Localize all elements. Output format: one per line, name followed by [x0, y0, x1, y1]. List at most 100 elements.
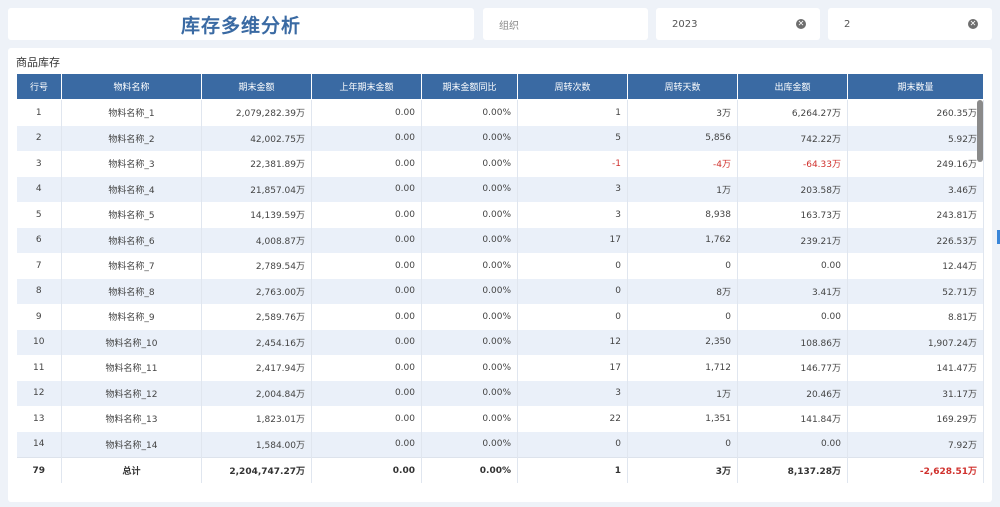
cell-outbound-amount: 0.00 — [737, 304, 848, 330]
cell-yoy-rate: 0.00% — [421, 355, 518, 381]
table-row[interactable]: 9 物料名称_9 2,589.76万 0.00 0.00% 0 0 0.00 8.81万 — [16, 304, 984, 330]
cell-outbound-amount: 3.41万 — [737, 278, 848, 304]
cell-prior-ending-amount: 0.00 — [311, 355, 422, 381]
cell-material-name: 物料名称_4 — [61, 176, 202, 202]
edge-indicator — [997, 230, 1000, 244]
cell-outbound-amount: 6,264.27万 — [737, 99, 848, 126]
cell-ending-quantity: 260.35万 — [847, 99, 984, 126]
cell-ending-quantity: 31.17万 — [847, 380, 984, 406]
cell-yoy-rate: 0.00% — [421, 406, 518, 432]
cell-ending-quantity: 249.16万 — [847, 151, 984, 177]
cell-yoy-rate: 0.00% — [421, 202, 518, 228]
cell-turnover-days: 2,350 — [627, 329, 738, 355]
cell-material-name: 物料名称_2 — [61, 125, 202, 151]
total-turnover-count: 1 — [517, 457, 628, 483]
cell-ending-quantity: 5.92万 — [847, 125, 984, 151]
cell-material-name: 物料名称_14 — [61, 431, 202, 458]
cell-material-name: 物料名称_11 — [61, 355, 202, 381]
cell-turnover-days: 0 — [627, 431, 738, 458]
table-row[interactable]: 14 物料名称_14 1,584.00万 0.00 0.00% 0 0 0.00 7.92万 — [16, 431, 984, 458]
table-row[interactable]: 5 物料名称_5 14,139.59万 0.00 0.00% 3 8,938 163.73万 2… — [16, 202, 984, 228]
table-scrollbar[interactable] — [977, 100, 983, 162]
cell-prior-ending-amount: 0.00 — [311, 304, 422, 330]
cell-ending-amount: 1,584.00万 — [201, 431, 312, 458]
cell-ending-amount: 14,139.59万 — [201, 202, 312, 228]
cell-turnover-days: 1,351 — [627, 406, 738, 432]
cell-ending-quantity: 12.44万 — [847, 253, 984, 279]
cell-ending-quantity: 243.81万 — [847, 202, 984, 228]
cell-turnover-count: 3 — [517, 176, 628, 202]
cell-turnover-count: 5 — [517, 125, 628, 151]
table-row[interactable]: 11 物料名称_11 2,417.94万 0.00 0.00% 17 1,712 146.77… — [16, 355, 984, 381]
cell-prior-ending-amount: 0.00 — [311, 125, 422, 151]
cell-prior-ending-amount: 0.00 — [311, 406, 422, 432]
cell-ending-amount: 21,857.04万 — [201, 176, 312, 202]
cell-outbound-amount: 141.84万 — [737, 406, 848, 432]
cell-turnover-count: 17 — [517, 355, 628, 381]
column-header-ending-quantity[interactable]: 期末数量 — [847, 73, 984, 100]
table-row[interactable]: 8 物料名称_8 2,763.00万 0.00 0.00% 0 8万 3.41万 52.71万 — [16, 278, 984, 304]
org-select[interactable]: 组织 — [483, 8, 648, 40]
cell-ending-amount: 1,823.01万 — [201, 406, 312, 432]
cell-ending-quantity: 1,907.24万 — [847, 329, 984, 355]
column-header-material-name[interactable]: 物料名称 — [61, 73, 202, 100]
cell-ending-amount: 2,789.54万 — [201, 253, 312, 279]
cell-yoy-rate: 0.00% — [421, 278, 518, 304]
cell-ending-quantity: 169.29万 — [847, 406, 984, 432]
month-value: 2 — [844, 18, 851, 30]
table-row[interactable]: 1 物料名称_1 2,079,282.39万 0.00 0.00% 1 3万 6,264.27… — [16, 99, 984, 126]
year-value: 2023 — [672, 18, 698, 30]
cell-material-name: 物料名称_5 — [61, 202, 202, 228]
cell-material-name: 物料名称_13 — [61, 406, 202, 432]
year-select[interactable]: 2023 ✕ — [656, 8, 820, 40]
cell-turnover-days: 1万 — [627, 380, 738, 406]
column-header-ending-amount[interactable]: 期末金额 — [201, 73, 312, 100]
table-row[interactable]: 7 物料名称_7 2,789.54万 0.00 0.00% 0 0 0.00 12.44万 — [16, 253, 984, 279]
total-ending-amount: 2,204,747.27万 — [201, 457, 312, 483]
title-box: 库存多维分析 — [8, 8, 474, 40]
cell-row-no: 12 — [16, 380, 62, 406]
cell-yoy-rate: 0.00% — [421, 125, 518, 151]
column-header-outbound-amount[interactable]: 出库金额 — [737, 73, 848, 100]
table-row[interactable]: 10 物料名称_10 2,454.16万 0.00 0.00% 12 2,350 108.86… — [16, 329, 984, 355]
total-row-no: 79 — [16, 457, 62, 483]
table-row[interactable]: 2 物料名称_2 42,002.75万 0.00 0.00% 5 5,856 742.22万 5… — [16, 125, 984, 151]
cell-ending-quantity: 7.92万 — [847, 431, 984, 458]
cell-turnover-days: 1万 — [627, 176, 738, 202]
inventory-table: 行号 物料名称 期末金额 上年期末金额 期末金额同比 周转次数 周转天数 出库金额 期末数量 1… — [16, 73, 984, 483]
cell-row-no: 1 — [16, 99, 62, 126]
total-yoy-rate: 0.00% — [421, 457, 518, 483]
column-header-prior-ending-amount[interactable]: 上年期末金额 — [311, 73, 422, 100]
cell-turnover-count: -1 — [517, 151, 628, 177]
cell-prior-ending-amount: 0.00 — [311, 99, 422, 126]
column-header-turnover-days[interactable]: 周转天数 — [627, 73, 738, 100]
clear-month-icon[interactable]: ✕ — [968, 19, 978, 29]
cell-turnover-days: 0 — [627, 304, 738, 330]
cell-turnover-days: 0 — [627, 253, 738, 279]
cell-ending-quantity: 226.53万 — [847, 227, 984, 253]
table-row[interactable]: 6 物料名称_6 4,008.87万 0.00 0.00% 17 1,762 239.21万 2… — [16, 227, 984, 253]
cell-ending-quantity: 141.47万 — [847, 355, 984, 381]
column-header-row-no[interactable]: 行号 — [16, 73, 62, 100]
table-row[interactable]: 3 物料名称_3 22,381.89万 0.00 0.00% -1 -4万 -64.33万 24… — [16, 151, 984, 177]
cell-yoy-rate: 0.00% — [421, 253, 518, 279]
cell-yoy-rate: 0.00% — [421, 227, 518, 253]
cell-outbound-amount: 239.21万 — [737, 227, 848, 253]
cell-yoy-rate: 0.00% — [421, 99, 518, 126]
table-row[interactable]: 4 物料名称_4 21,857.04万 0.00 0.00% 3 1万 203.58万 3.46… — [16, 176, 984, 202]
cell-turnover-count: 3 — [517, 202, 628, 228]
cell-outbound-amount: 146.77万 — [737, 355, 848, 381]
cell-prior-ending-amount: 0.00 — [311, 431, 422, 458]
cell-turnover-count: 3 — [517, 380, 628, 406]
table-body: 1 物料名称_1 2,079,282.39万 0.00 0.00% 1 3万 6,264.27… — [16, 99, 984, 458]
total-ending-quantity: -2,628.51万 — [847, 457, 984, 483]
column-header-yoy-rate[interactable]: 期末金额同比 — [421, 73, 518, 100]
table-row[interactable]: 13 物料名称_13 1,823.01万 0.00 0.00% 22 1,351 141.84… — [16, 406, 984, 432]
cell-ending-quantity: 8.81万 — [847, 304, 984, 330]
cell-turnover-count: 0 — [517, 278, 628, 304]
column-header-turnover-count[interactable]: 周转次数 — [517, 73, 628, 100]
cell-row-no: 4 — [16, 176, 62, 202]
clear-year-icon[interactable]: ✕ — [796, 19, 806, 29]
table-row[interactable]: 12 物料名称_12 2,004.84万 0.00 0.00% 3 1万 20.46万 31.1… — [16, 380, 984, 406]
month-select[interactable]: 2 ✕ — [828, 8, 992, 40]
